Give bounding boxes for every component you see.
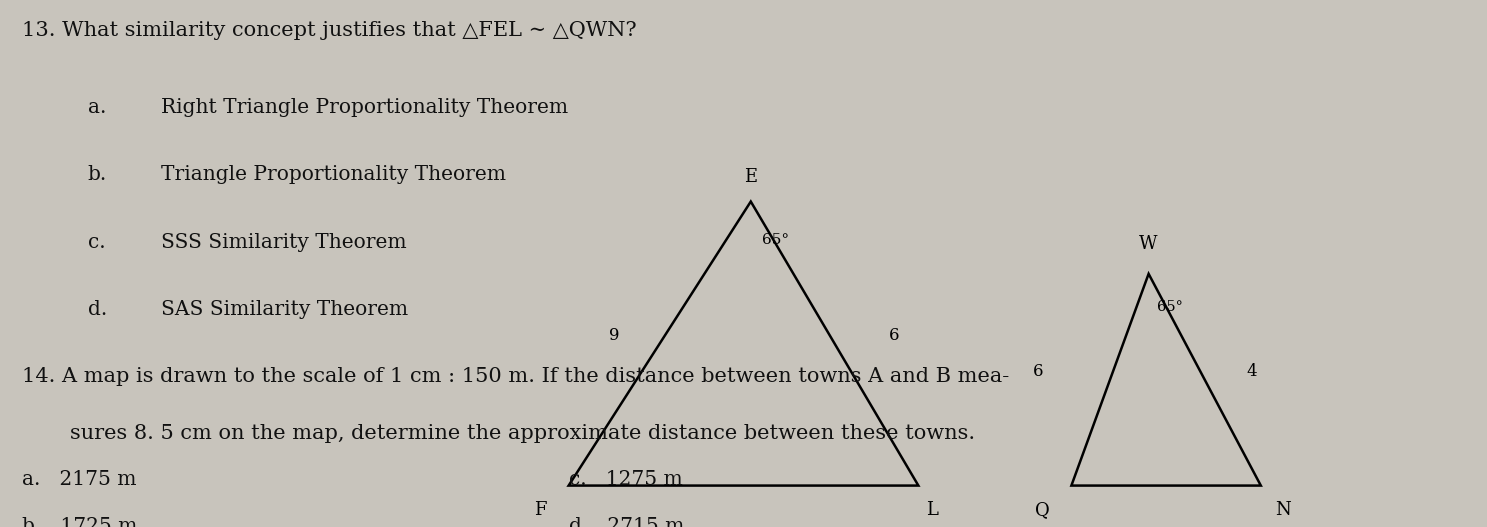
Text: b.: b. [88,165,107,184]
Text: b.   1725 m: b. 1725 m [22,516,137,527]
Text: Right Triangle Proportionality Theorem: Right Triangle Proportionality Theorem [161,98,568,117]
Text: Q: Q [1035,501,1050,519]
Text: c.: c. [88,232,106,251]
Text: 9: 9 [610,327,620,344]
Text: a.: a. [88,98,106,117]
Text: 6: 6 [889,327,900,344]
Text: SAS Similarity Theorem: SAS Similarity Theorem [161,300,407,319]
Text: 14. A map is drawn to the scale of 1 cm : 150 m. If the distance between towns A: 14. A map is drawn to the scale of 1 cm … [22,367,1010,386]
Text: 6: 6 [1033,364,1044,380]
Text: c.   1275 m: c. 1275 m [568,470,683,489]
Text: 65°: 65° [1157,300,1184,314]
Text: Triangle Proportionality Theorem: Triangle Proportionality Theorem [161,165,506,184]
Text: a.   2175 m: a. 2175 m [22,470,137,489]
Text: sures 8. 5 cm on the map, determine the approximate distance between these towns: sures 8. 5 cm on the map, determine the … [70,424,975,443]
Text: SSS Similarity Theorem: SSS Similarity Theorem [161,232,406,251]
Text: 13. What similarity concept justifies that △FEL ∼ △QWN?: 13. What similarity concept justifies th… [22,21,636,40]
Text: N: N [1276,501,1291,519]
Text: 65°: 65° [763,232,790,247]
Text: L: L [925,501,937,519]
Text: E: E [744,168,757,186]
Text: F: F [534,501,547,519]
Text: d.: d. [88,300,107,319]
Text: W: W [1139,235,1158,253]
Text: 4: 4 [1246,364,1257,380]
Text: d.   2715 m: d. 2715 m [568,516,684,527]
